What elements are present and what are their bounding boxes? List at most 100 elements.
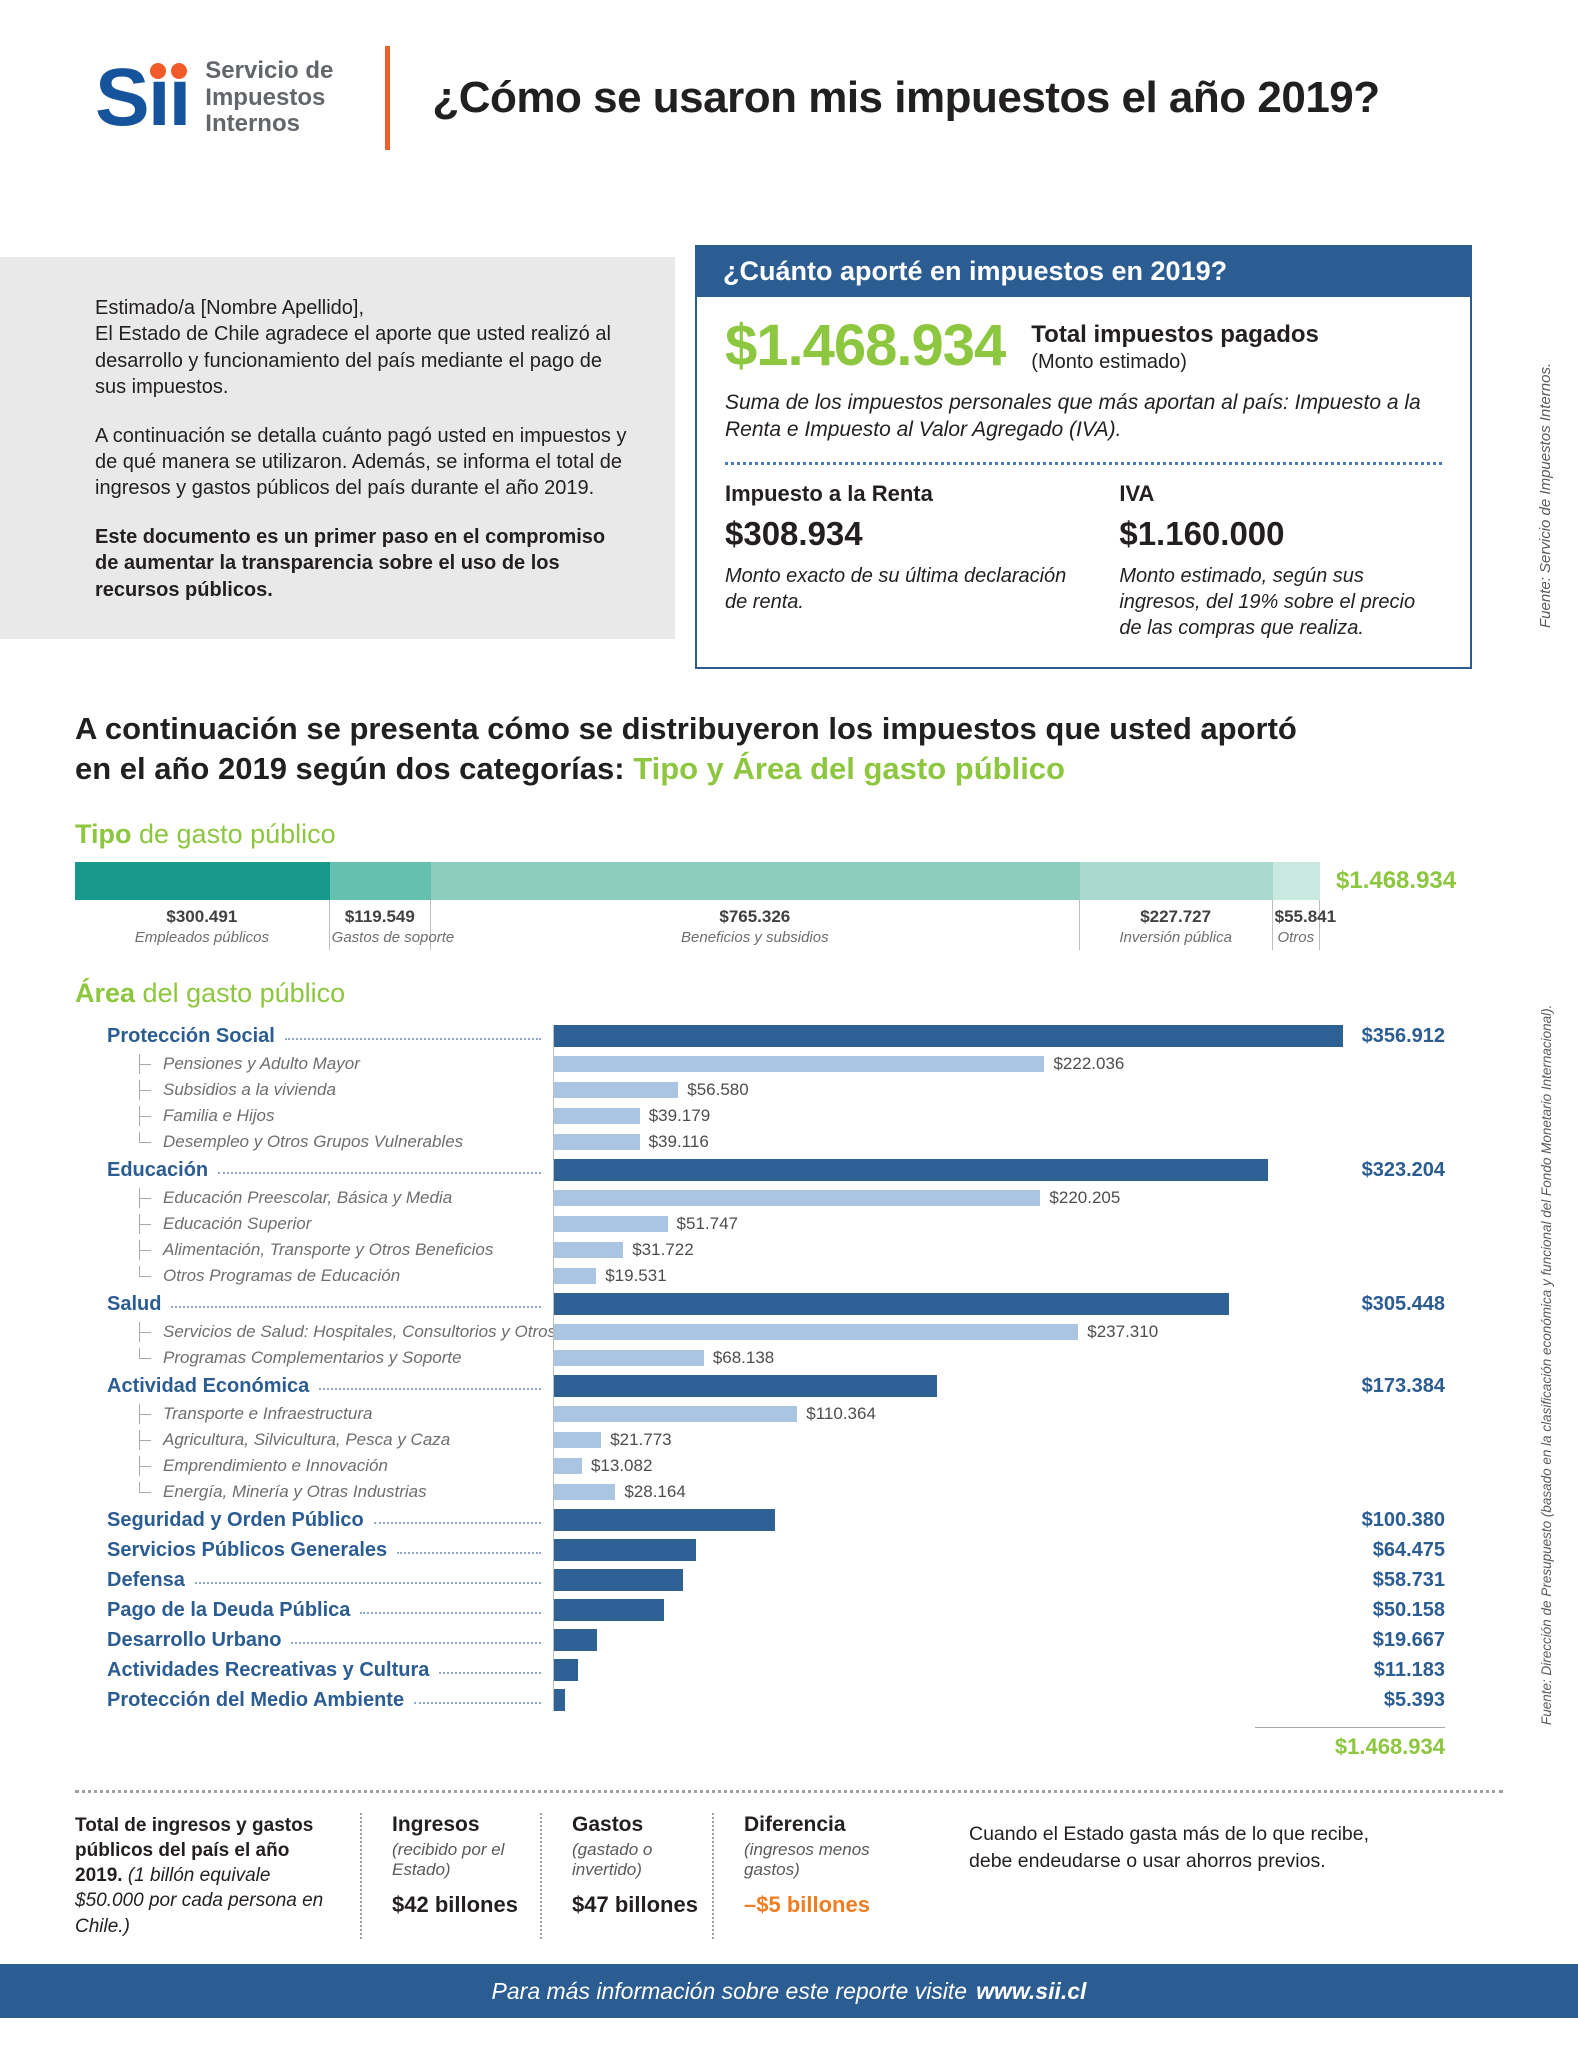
tax-box-body: $1.468.934 Total impuestos pagados (Mont… <box>697 297 1470 667</box>
gastos-value: $47 billones <box>572 1892 698 1918</box>
tipo-segment <box>75 862 330 901</box>
tipo-segment-label: $55.841 Otros <box>1273 900 1336 951</box>
distribution-heading-line2: en el año 2019 según dos categorías: Tip… <box>75 749 1503 789</box>
top-section: Estimado/a [Nombre Apellido], El Estado … <box>0 245 1578 669</box>
area-sub-value: $13.082 <box>590 1456 653 1476</box>
renta-label: Impuesto a la Renta <box>725 480 933 506</box>
totals-intro: Total de ingresos y gastos públicos del … <box>75 1813 360 1938</box>
area-bar <box>553 1082 679 1099</box>
area-row: Actividades Recreativas y Cultura $11.183 <box>75 1655 1445 1685</box>
area-row: Protección del Medio Ambiente $5.393 <box>75 1685 1445 1715</box>
footer-text: Para más información sobre este reporte … <box>491 1977 968 2004</box>
area-row-label: Actividades Recreativas y Cultura <box>75 1659 553 1682</box>
gastos-sublabel: (gastado o invertido) <box>572 1840 653 1880</box>
tipo-segment-amount: $119.549 <box>344 907 415 927</box>
area-row-label: Actividad Económica <box>75 1375 553 1398</box>
categories-highlight: Tipo y Área del gasto público <box>633 750 1065 786</box>
dotted-leader <box>397 1552 541 1555</box>
area-bar-zone <box>553 1689 1343 1712</box>
tipo-segment-name: Inversión pública <box>1119 929 1232 947</box>
iva-column: IVA $1.160.000 Monto estimado, según sus… <box>1119 481 1442 641</box>
iva-note: Monto estimado, según sus ingresos, del … <box>1119 564 1416 639</box>
area-main-value: $19.667 <box>1372 1628 1445 1651</box>
area-bar-zone: $222.036 <box>553 1054 1343 1074</box>
tipo-segment <box>1272 862 1320 901</box>
area-chart-rows: Protección Social $356.912 Pensiones y Adu… <box>75 1021 1445 1715</box>
tipo-segment-label: $227.727 Inversión pública <box>1080 900 1273 951</box>
totals-section: Total de ingresos y gastos públicos del … <box>75 1813 1503 1939</box>
area-bar-zone <box>553 1539 1343 1562</box>
total-amount-labels: Total impuestos pagados (Monto estimado) <box>1031 317 1319 374</box>
area-row: Emprendimiento e Innovación $13.082 <box>75 1453 1445 1479</box>
greeting-paragraph-3: Este documento es un primer paso en el c… <box>95 525 606 601</box>
dotted-leader <box>373 1522 541 1525</box>
area-row-label-text: Desempleo y Otros Grupos Vulnerables <box>163 1132 464 1152</box>
area-row-label-text: Pensiones y Adulto Mayor <box>163 1054 360 1074</box>
area-row-label-text: Desarrollo Urbano <box>107 1628 282 1651</box>
area-bar <box>553 1293 1230 1316</box>
area-row-label: Servicios de Salud: Hospitales, Consulto… <box>75 1322 556 1343</box>
tipo-segment-amount: $300.491 <box>166 907 238 927</box>
area-bar <box>553 1350 704 1367</box>
total-amount-label: Total impuestos pagados <box>1031 321 1319 348</box>
area-bar-zone: $21.773 <box>553 1430 1343 1450</box>
area-row: Protección Social $356.912 <box>75 1021 1445 1051</box>
greeting-paragraph-1: Estimado/a [Nombre Apellido], El Estado … <box>95 295 630 401</box>
sii-logo-mark: Sıı <box>95 52 191 143</box>
area-chart: Protección Social $356.912 Pensiones y Adu… <box>75 1021 1445 1760</box>
tipo-total: $1.468.934 <box>1336 867 1457 895</box>
area-row-label-text: Defensa <box>107 1568 185 1591</box>
area-sub-value: $39.179 <box>648 1106 711 1126</box>
tax-breakdown: Impuesto a la Renta $308.934 Monto exact… <box>725 481 1442 641</box>
iva-label: IVA <box>1119 480 1155 506</box>
area-row-label-text: Educación <box>107 1158 209 1181</box>
iva-amount: $1.160.000 <box>1119 514 1285 552</box>
area-bar-zone: $51.747 <box>553 1214 1343 1234</box>
area-bar <box>553 1406 798 1423</box>
area-row-label: Educación Preescolar, Básica y Media <box>75 1188 553 1209</box>
logo-letter: S <box>95 52 150 143</box>
tree-connector <box>139 1456 155 1477</box>
total-amount-sublabel: (Monto estimado) <box>1031 351 1187 373</box>
tipo-heading-bold: Tipo <box>75 819 132 850</box>
tipo-segment <box>1079 862 1273 901</box>
header-orange-divider <box>385 46 391 150</box>
area-row: Energía, Minería y Otras Industrias $28.1… <box>75 1479 1445 1505</box>
dotted-leader <box>414 1702 541 1705</box>
area-row: Defensa $58.731 <box>75 1565 1445 1595</box>
area-bar <box>553 1569 683 1592</box>
tree-connector <box>139 1430 155 1451</box>
logo-i-with-orange-dot-icon: ı <box>147 52 171 143</box>
ingresos-stat: Ingresos (recibido por el Estado) $42 bi… <box>360 1813 540 1939</box>
area-bar-zone <box>553 1569 1343 1592</box>
diferencia-label: Diferencia <box>744 1813 846 1837</box>
area-row-label-text: Educación Preescolar, Básica y Media <box>163 1188 453 1208</box>
tipo-chart: $1.468.934 <box>75 862 1503 901</box>
tree-connector <box>139 1080 155 1101</box>
area-row-label-text: Protección Social <box>107 1024 275 1047</box>
area-row-label: Salud <box>75 1293 553 1316</box>
dotted-leader <box>194 1582 541 1585</box>
area-row-label-text: Alimentación, Transporte y Otros Benefic… <box>163 1240 494 1260</box>
area-sub-value: $39.116 <box>648 1132 709 1152</box>
tipo-heading: Tipo de gasto público <box>75 819 1503 850</box>
area-bar-zone: $31.722 <box>553 1240 1343 1260</box>
area-row-label: Educación Superior <box>75 1214 553 1235</box>
tax-box-header: ¿Cuánto aporté en impuestos en 2019? <box>697 247 1470 297</box>
sii-website-link[interactable]: www.sii.cl <box>976 1977 1087 2004</box>
area-row-label-text: Actividades Recreativas y Cultura <box>107 1658 430 1681</box>
area-bar <box>553 1689 565 1712</box>
logo-subtitle-line: Impuestos <box>205 83 326 111</box>
tree-connector <box>139 1348 155 1368</box>
area-row-label-text: Seguridad y Orden Público <box>107 1508 364 1531</box>
greeting-box: Estimado/a [Nombre Apellido], El Estado … <box>0 257 675 639</box>
area-bar-zone <box>553 1025 1343 1048</box>
tipo-segment-name: Otros <box>1277 929 1315 947</box>
area-main-value: $5.393 <box>1383 1688 1445 1711</box>
area-bar <box>553 1190 1041 1207</box>
area-main-value: $100.380 <box>1361 1508 1445 1531</box>
area-row-label: Emprendimiento e Innovación <box>75 1456 553 1477</box>
area-row: Educación Preescolar, Básica y Media $220… <box>75 1185 1445 1211</box>
tipo-heading-rest: de gasto público <box>131 819 336 850</box>
area-sub-value: $56.580 <box>687 1080 749 1100</box>
